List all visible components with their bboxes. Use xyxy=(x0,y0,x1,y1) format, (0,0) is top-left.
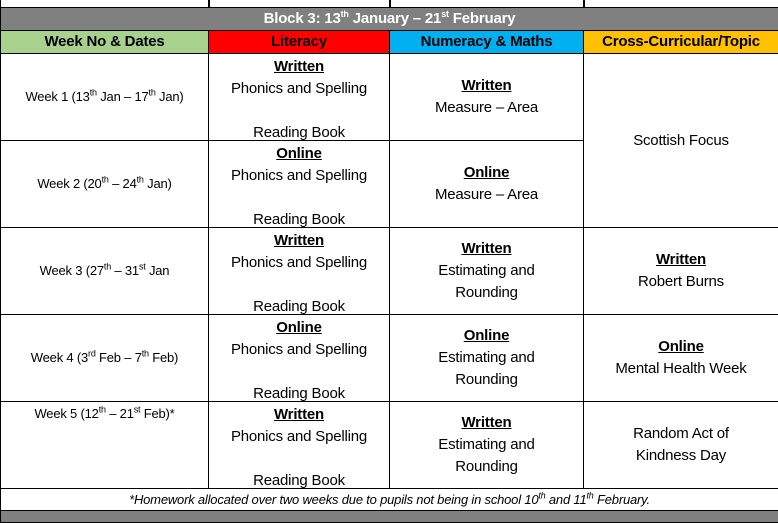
maths-type: Online xyxy=(463,327,510,344)
maths-cell: Online Measure – Area xyxy=(389,140,584,228)
topic-task: Scottish Focus xyxy=(633,132,729,149)
maths-type: Online xyxy=(463,164,510,181)
topic-task: Mental Health Week xyxy=(615,360,747,377)
literacy-task: Phonics and Spelling xyxy=(230,167,368,184)
literacy-task: Phonics and Spelling xyxy=(230,341,368,358)
literacy-extra: Reading Book xyxy=(253,385,345,402)
header-label: Literacy xyxy=(271,33,327,50)
topic-cell: Written Robert Burns xyxy=(583,227,778,315)
literacy-type: Online xyxy=(276,319,322,336)
maths-type: Written xyxy=(461,414,512,431)
spacer xyxy=(297,187,301,209)
spacer xyxy=(297,274,301,296)
maths-task: Estimating and Rounding xyxy=(438,436,535,475)
header-label: Numeracy & Maths xyxy=(420,33,553,50)
literacy-type: Written xyxy=(274,406,324,423)
header-literacy: Literacy xyxy=(208,30,390,54)
footnote: *Homework allocated over two weeks due t… xyxy=(0,488,778,511)
maths-cell: Written Estimating and Rounding xyxy=(389,401,584,489)
topic-cell: Random Act of Kindness Day xyxy=(583,401,778,489)
spacer xyxy=(297,361,301,383)
literacy-extra: Reading Book xyxy=(253,472,345,489)
footnote-text: *Homework allocated over two weeks due t… xyxy=(129,490,650,507)
topic-cell: Online Mental Health Week xyxy=(583,314,778,402)
literacy-extra: Reading Book xyxy=(253,298,345,315)
topic-type: Online xyxy=(658,338,704,355)
literacy-cell: Written Phonics and Spelling Reading Book xyxy=(208,227,390,315)
week-cell: Week 5 (12th – 21st Feb)* xyxy=(0,401,209,489)
maths-task: Measure – Area xyxy=(434,186,539,203)
header-label: Cross-Curricular/Topic xyxy=(602,33,760,50)
literacy-extra: Reading Book xyxy=(253,211,345,228)
literacy-task: Phonics and Spelling xyxy=(230,254,368,271)
block-title: Block 3: 13th January – 21st February xyxy=(0,7,778,31)
maths-type: Written xyxy=(461,240,512,257)
topic-task: Robert Burns xyxy=(638,273,724,290)
header-numeracy-maths: Numeracy & Maths xyxy=(389,30,584,54)
literacy-type: Written xyxy=(274,58,324,75)
topic-type: Written xyxy=(656,251,706,268)
week-cell: Week 4 (3rd Feb – 7th Feb) xyxy=(0,314,209,402)
maths-cell: Online Estimating and Rounding xyxy=(389,314,584,402)
block-title-text: Block 3: 13th January – 21st February xyxy=(263,9,516,28)
week-label: Week 5 (12th – 21st Feb)* xyxy=(34,404,175,421)
maths-task: Estimating and Rounding xyxy=(438,262,535,301)
week-cell: Week 1 (13th Jan – 17th Jan) xyxy=(0,53,209,141)
week-cell: Week 2 (20th – 24th Jan) xyxy=(0,140,209,228)
next-block-strip xyxy=(0,510,778,523)
spacer xyxy=(297,100,301,122)
maths-type: Written xyxy=(461,77,512,94)
maths-cell: Written Measure – Area xyxy=(389,53,584,141)
header-label: Week No & Dates xyxy=(44,33,165,50)
literacy-task: Phonics and Spelling xyxy=(230,80,368,97)
maths-task: Measure – Area xyxy=(434,99,539,116)
literacy-extra: Reading Book xyxy=(253,124,345,141)
topic-task: Random Act of Kindness Day xyxy=(633,425,729,464)
week-label: Week 1 (13th Jan – 17th Jan) xyxy=(25,87,184,104)
spacer xyxy=(297,448,301,470)
topic-cell-merged: Scottish Focus xyxy=(583,53,778,228)
literacy-cell: Written Phonics and Spelling Reading Book xyxy=(208,53,390,141)
literacy-cell: Written Phonics and Spelling Reading Book xyxy=(208,401,390,489)
literacy-type: Written xyxy=(274,232,324,249)
header-cross-curricular-topic: Cross-Curricular/Topic xyxy=(583,30,778,54)
literacy-cell: Online Phonics and Spelling Reading Book xyxy=(208,314,390,402)
week-label: Week 3 (27th – 31st Jan xyxy=(39,261,170,278)
literacy-type: Online xyxy=(276,145,322,162)
header-week-no-dates: Week No & Dates xyxy=(0,30,209,54)
maths-cell: Written Estimating and Rounding xyxy=(389,227,584,315)
maths-task: Estimating and Rounding xyxy=(438,349,535,388)
literacy-cell: Online Phonics and Spelling Reading Book xyxy=(208,140,390,228)
literacy-task: Phonics and Spelling xyxy=(230,428,368,445)
week-cell: Week 3 (27th – 31st Jan xyxy=(0,227,209,315)
week-label: Week 4 (3rd Feb – 7th Feb) xyxy=(30,348,179,365)
week-label: Week 2 (20th – 24th Jan) xyxy=(37,174,172,191)
